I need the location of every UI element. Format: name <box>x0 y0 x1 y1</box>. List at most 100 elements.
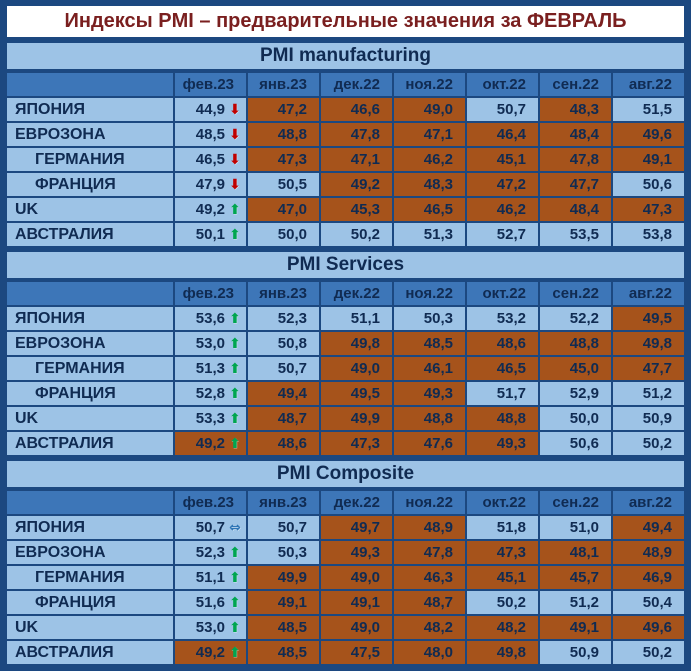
table-corner-cell <box>7 491 173 514</box>
row-label: ЕВРОЗОНА <box>7 123 173 146</box>
value-text: 50,6 <box>642 176 672 193</box>
value-cell: 49,3 <box>467 432 538 455</box>
section-composite: PMI Composite фев.23 янв.23 дек.22 ноя.22 ок… <box>7 461 684 664</box>
section-title-composite: PMI Composite <box>7 461 684 487</box>
value-text: 50,7 <box>496 101 526 118</box>
value-text: 50,9 <box>569 644 599 661</box>
column-header: сен.22 <box>540 73 611 96</box>
value-text: 50,8 <box>277 335 307 352</box>
value-text: 53,6 <box>195 310 225 327</box>
row-label: АВСТРАЛИЯ <box>7 223 173 246</box>
value-text: 48,6 <box>496 335 526 352</box>
value-text: 47,2 <box>277 101 307 118</box>
value-cell: 49,6 <box>613 616 684 639</box>
value-cell: 49,0 <box>321 357 392 380</box>
value-cell: 48,9 <box>394 516 465 539</box>
value-cell: 51,3 ⬆ <box>175 357 246 380</box>
value-cell: 46,5 ⬇ <box>175 148 246 171</box>
value-text: 45,1 <box>496 151 526 168</box>
value-text: 48,2 <box>423 619 453 636</box>
value-cell: 48,7 <box>248 407 319 430</box>
value-cell: 50,6 <box>540 432 611 455</box>
value-text: 44,9 <box>195 101 225 118</box>
value-cell: 50,0 <box>248 223 319 246</box>
section-title-services: PMI Services <box>7 252 684 278</box>
column-header: сен.22 <box>540 491 611 514</box>
row-label: ГЕРМАНИЯ <box>7 566 173 589</box>
row-label: ГЕРМАНИЯ <box>7 357 173 380</box>
value-cell: 46,4 <box>467 123 538 146</box>
value-cell: 53,8 <box>613 223 684 246</box>
value-text: 50,3 <box>277 544 307 561</box>
value-text: 48,5 <box>423 335 453 352</box>
value-cell: 47,8 <box>321 123 392 146</box>
column-header: фев.23 <box>175 282 246 305</box>
value-cell: 49,1 <box>248 591 319 614</box>
arrow-up-icon: ⬆ <box>229 410 241 427</box>
value-cell: 49,8 <box>467 641 538 664</box>
row-label: ЕВРОЗОНА <box>7 332 173 355</box>
value-text: 50,5 <box>277 176 307 193</box>
section-services: PMI Services фев.23 янв.23 дек.22 ноя.22 окт… <box>7 252 684 455</box>
value-text: 47,0 <box>277 201 307 218</box>
value-text: 48,7 <box>423 594 453 611</box>
value-cell: 45,0 <box>540 357 611 380</box>
column-header: янв.23 <box>248 491 319 514</box>
row-label: АВСТРАЛИЯ <box>7 641 173 664</box>
value-text: 48,5 <box>277 619 307 636</box>
column-header: авг.22 <box>613 73 684 96</box>
value-cell: 46,5 <box>394 198 465 221</box>
value-cell: 49,6 <box>613 123 684 146</box>
value-text: 47,8 <box>423 544 453 561</box>
value-text: 49,8 <box>350 335 380 352</box>
value-text: 48,3 <box>569 101 599 118</box>
value-text: 51,2 <box>569 594 599 611</box>
value-text: 48,9 <box>423 519 453 536</box>
value-cell: 51,7 <box>467 382 538 405</box>
value-text: 49,8 <box>496 644 526 661</box>
value-text: 47,1 <box>423 126 453 143</box>
value-cell: 49,8 <box>613 332 684 355</box>
value-text: 47,9 <box>195 176 225 193</box>
value-text: 49,8 <box>642 335 672 352</box>
value-text: 46,3 <box>423 569 453 586</box>
value-cell: 47,0 <box>248 198 319 221</box>
value-text: 49,6 <box>642 619 672 636</box>
value-text: 49,2 <box>350 176 380 193</box>
value-text: 45,3 <box>350 201 380 218</box>
page-title: Индексы PMI – предварительные значения з… <box>7 6 684 37</box>
value-cell: 49,4 <box>248 382 319 405</box>
value-text: 50,7 <box>277 519 307 536</box>
value-cell: 48,9 <box>613 541 684 564</box>
value-cell: 53,2 <box>467 307 538 330</box>
value-text: 53,8 <box>642 226 672 243</box>
value-cell: 52,2 <box>540 307 611 330</box>
value-cell: 47,3 <box>248 148 319 171</box>
value-cell: 50,9 <box>613 407 684 430</box>
column-header: ноя.22 <box>394 491 465 514</box>
value-text: 53,0 <box>195 619 225 636</box>
value-text: 51,1 <box>350 310 380 327</box>
arrow-up-icon: ⬆ <box>229 594 241 611</box>
value-text: 51,2 <box>642 385 672 402</box>
value-text: 49,0 <box>350 360 380 377</box>
value-text: 50,2 <box>350 226 380 243</box>
pmi-table-manufacturing: фев.23 янв.23 дек.22 ноя.22 окт.22 сен.22 авг.… <box>7 73 684 246</box>
value-cell: 50,7 ⇔ <box>175 516 246 539</box>
value-text: 50,1 <box>195 226 225 243</box>
arrow-up-icon: ⬆ <box>229 226 241 243</box>
value-text: 49,1 <box>569 619 599 636</box>
value-text: 45,7 <box>569 569 599 586</box>
value-cell: 52,7 <box>467 223 538 246</box>
value-text: 50,2 <box>642 435 672 452</box>
value-text: 50,6 <box>569 435 599 452</box>
value-text: 48,6 <box>277 435 307 452</box>
value-cell: 50,2 <box>467 591 538 614</box>
value-text: 46,6 <box>350 101 380 118</box>
value-text: 52,3 <box>277 310 307 327</box>
value-text: 50,0 <box>277 226 307 243</box>
column-header: авг.22 <box>613 282 684 305</box>
value-cell: 53,0 ⬆ <box>175 616 246 639</box>
arrow-up-icon: ⬆ <box>229 544 241 561</box>
